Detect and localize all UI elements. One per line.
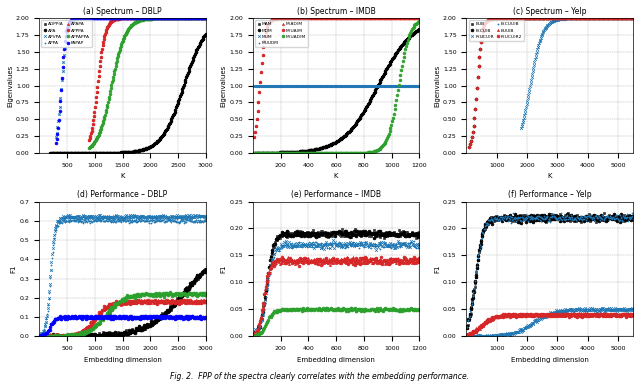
Title: (c) Spectrum – Yelp: (c) Spectrum – Yelp — [513, 7, 586, 16]
Y-axis label: F1: F1 — [221, 265, 227, 273]
X-axis label: K: K — [547, 173, 552, 179]
Legend: BUB, B(CU)B, R(UCU)R, B(CUU)B, BUUIB, R(UCU)R2: BUB, B(CU)B, R(UCU)R, B(CUU)B, BUUIB, R(… — [468, 20, 524, 41]
Y-axis label: Eigenvalues: Eigenvalues — [434, 64, 440, 107]
Legend: MAM, MDM, MUM, MUUDM, M(AD)M, M(UA)M, M(UAD)M: MAM, MDM, MUM, MUUDM, M(AD)M, M(UA)M, M(… — [255, 20, 308, 47]
Title: (e) Performance – IMDB: (e) Performance – IMDB — [291, 190, 381, 199]
Y-axis label: F1: F1 — [11, 265, 17, 273]
X-axis label: K: K — [334, 173, 339, 179]
Legend: AOPPIA, APA, APVPA, APPA, APAPA, APPPA, APPAPPA, PAPAP: AOPPIA, APA, APVPA, APPA, APAPA, APPPA, … — [42, 20, 92, 47]
Title: (d) Performance – DBLP: (d) Performance – DBLP — [77, 190, 168, 199]
X-axis label: K: K — [120, 173, 125, 179]
Title: (a) Spectrum – DBLP: (a) Spectrum – DBLP — [83, 7, 162, 16]
Y-axis label: Eigenvalues: Eigenvalues — [7, 64, 13, 107]
X-axis label: Embedding dimension: Embedding dimension — [297, 357, 375, 363]
Y-axis label: Eigenvalues: Eigenvalues — [221, 64, 227, 107]
Title: (b) Spectrum – IMDB: (b) Spectrum – IMDB — [297, 7, 376, 16]
X-axis label: Embedding dimension: Embedding dimension — [84, 357, 161, 363]
Title: (f) Performance – Yelp: (f) Performance – Yelp — [508, 190, 591, 199]
Text: Fig. 2.  FPP of the spectra clearly correlates with the embedding performance.: Fig. 2. FPP of the spectra clearly corre… — [170, 372, 470, 381]
Y-axis label: F1: F1 — [434, 265, 440, 273]
X-axis label: Embedding dimension: Embedding dimension — [511, 357, 589, 363]
